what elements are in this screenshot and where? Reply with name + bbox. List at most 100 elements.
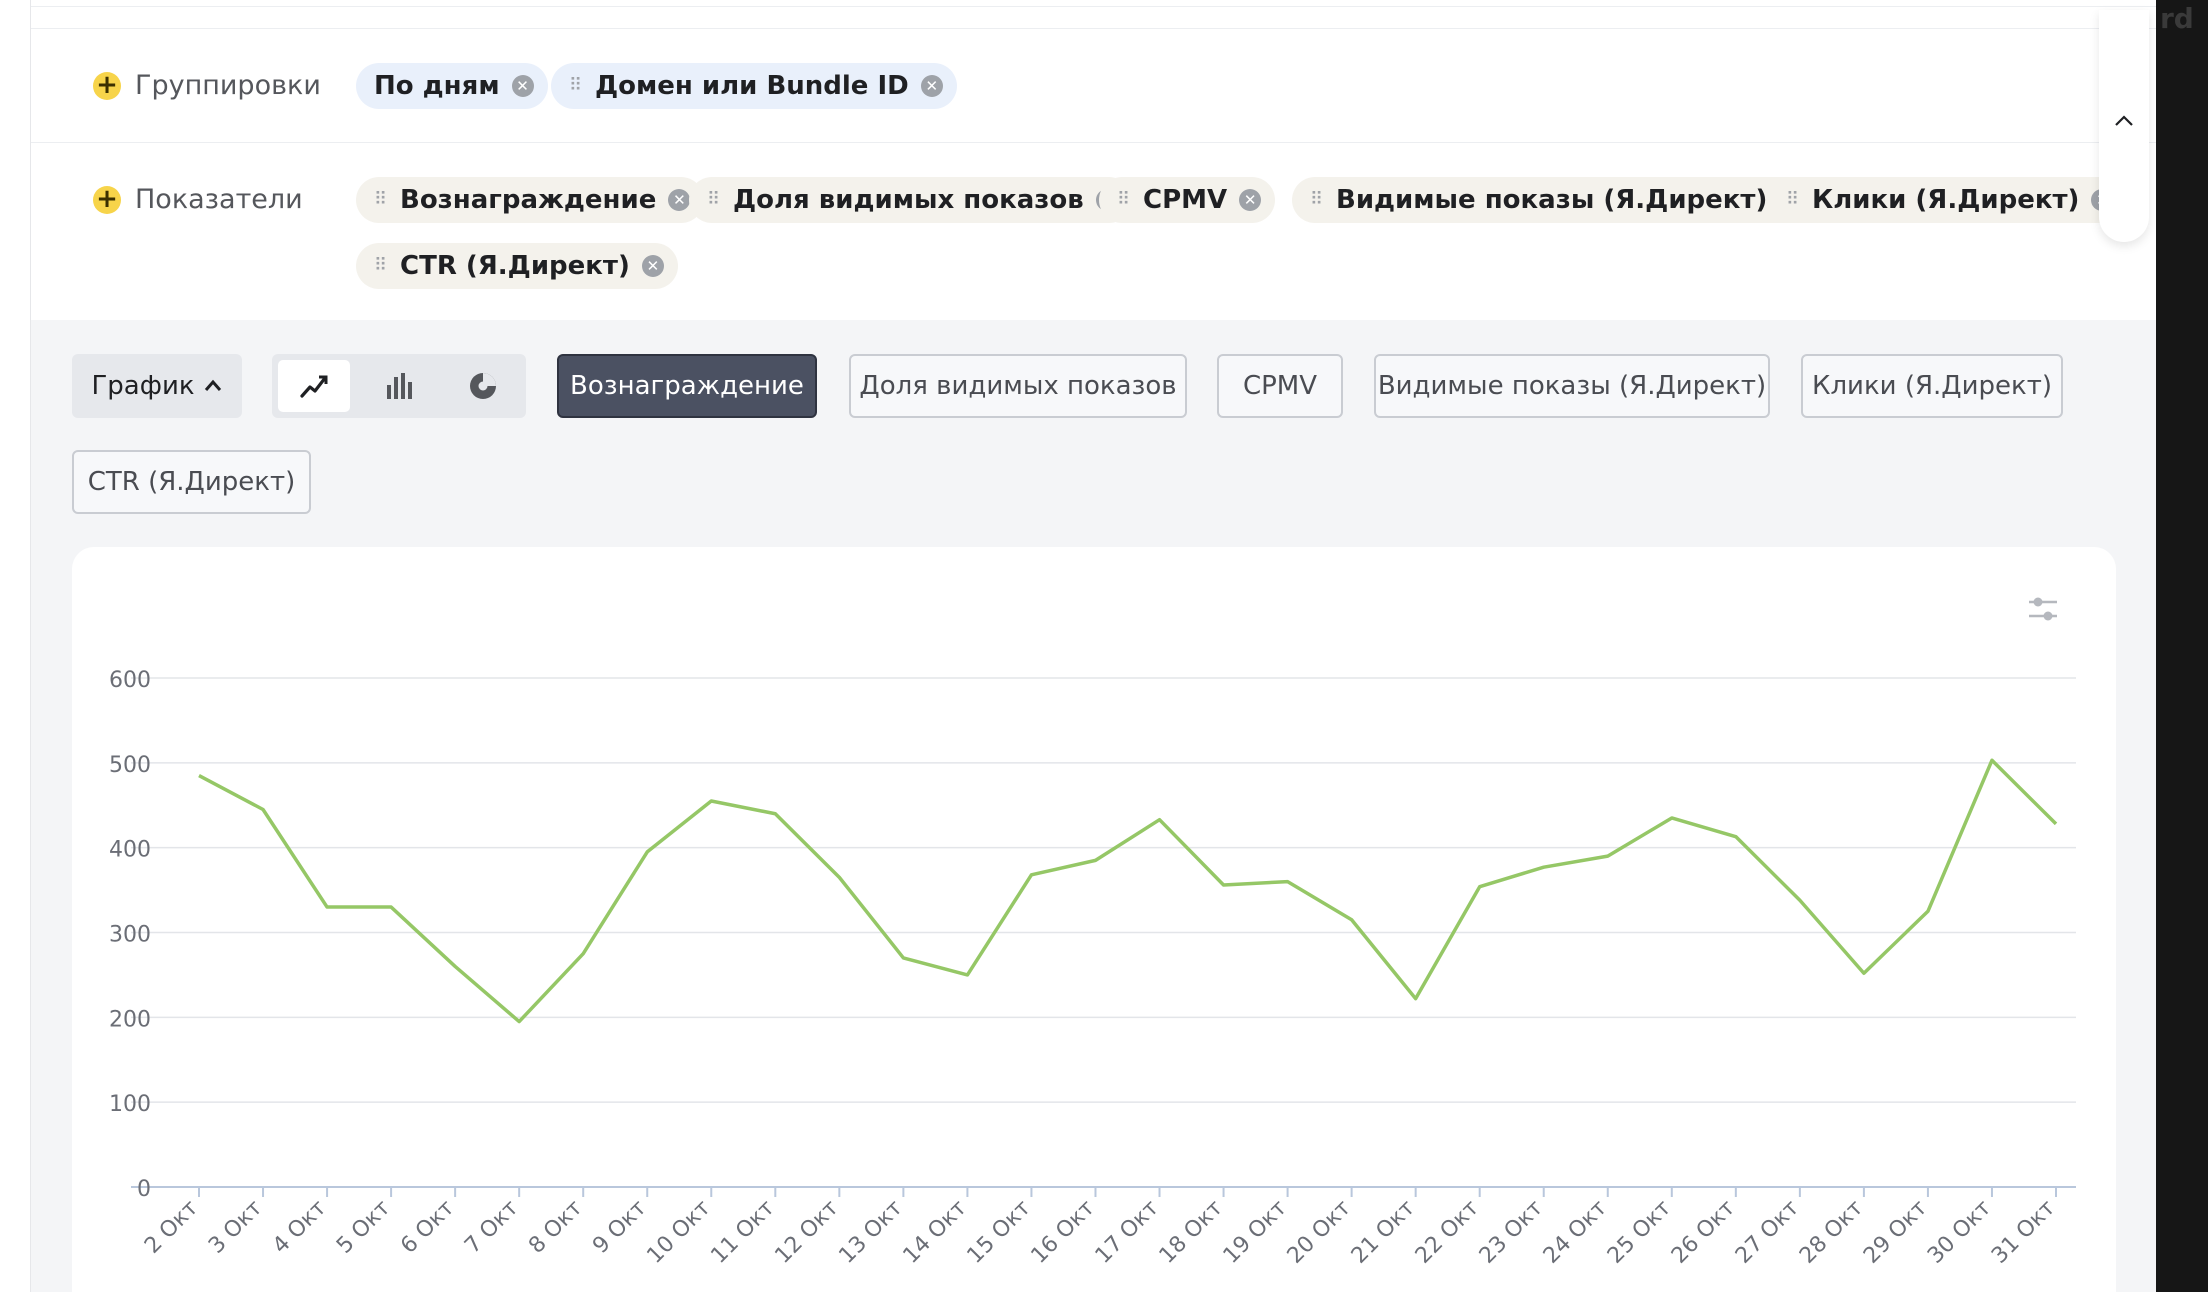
groupings-row-label[interactable]: + Группировки [93, 70, 321, 101]
grouping-chip-label: Домен или Bundle ID [595, 71, 909, 101]
metric-chip-label: Вознаграждение [400, 185, 657, 215]
x-tick-label: 10 Окт [642, 1195, 715, 1268]
collapse-panel-button[interactable] [2099, 10, 2149, 242]
metric-chip-label: Клики (Я.Директ) [1812, 185, 2080, 215]
background-window-text: rd [2160, 2, 2194, 35]
add-metric-icon[interactable]: + [93, 185, 121, 214]
metric-chip-label: CPMV [1143, 185, 1228, 215]
add-grouping-icon[interactable]: + [93, 71, 121, 100]
metric-chip[interactable]: ⠿ Вознаграждение ✕ [356, 177, 705, 223]
metric-toggle-button[interactable]: Вознаграждение [557, 354, 817, 418]
metric-toggle-button[interactable]: Клики (Я.Директ) [1801, 354, 2063, 418]
x-tick-label: 25 Окт [1603, 1195, 1676, 1268]
divider [31, 28, 2156, 29]
x-tick-label: 15 Окт [963, 1195, 1036, 1268]
remove-icon[interactable]: ✕ [920, 75, 943, 97]
y-tick-label: 0 [137, 1177, 151, 1202]
chart-settings-icon[interactable] [2026, 592, 2060, 626]
metric-chip[interactable]: ⠿ Видимые показы (Я.Директ) ✕ [1292, 177, 1816, 223]
x-tick-label: 19 Окт [1219, 1195, 1292, 1268]
drag-handle-icon[interactable]: ⠿ [569, 75, 582, 96]
metric-chip-label: CTR (Я.Директ) [400, 251, 630, 281]
x-tick-label: 31 Окт [1987, 1195, 2060, 1268]
series-line [198, 758, 2058, 1024]
x-tick-label: 21 Окт [1347, 1195, 1420, 1268]
metric-chip[interactable]: ⠿ Доля видимых показов ✕ [689, 177, 1132, 223]
pie-chart-icon [470, 373, 496, 399]
metric-toggle-button[interactable]: Видимые показы (Я.Директ) [1374, 354, 1770, 418]
x-tick-label: 20 Окт [1283, 1195, 1356, 1268]
x-tick-label: 7 Окт [460, 1195, 523, 1258]
report-panel: + Группировки По дням ✕ ⠿ Домен или Bund… [31, 0, 2156, 1292]
y-tick-label: 300 [109, 923, 151, 948]
drag-handle-icon[interactable]: ⠿ [707, 189, 720, 210]
line-chart: 0 100 200 300 400 500 600 2 Окт 3 Окт 4 Окт 5 Окт 6… [109, 668, 2076, 1269]
grouping-chip[interactable]: ⠿ Домен или Bundle ID ✕ [551, 63, 957, 109]
x-tick-label: 12 Окт [770, 1195, 843, 1268]
graph-toggle-button[interactable]: График [72, 354, 242, 418]
y-tick-label: 400 [109, 838, 151, 863]
line-chart-button[interactable] [278, 360, 350, 412]
x-tick-label: 17 Окт [1091, 1195, 1164, 1268]
x-tick-label: 2 Окт [140, 1195, 203, 1258]
metric-chip-label: Доля видимых показов [733, 185, 1084, 215]
remove-icon[interactable]: ✕ [1239, 189, 1262, 211]
x-tick-label: 3 Окт [204, 1195, 267, 1258]
panel-border [30, 0, 31, 1292]
chart-type-switcher [272, 354, 526, 418]
chevron-up-icon [2115, 115, 2133, 126]
x-tick-label: 18 Окт [1155, 1195, 1228, 1268]
grouping-chip-label: По дням [374, 71, 500, 101]
x-tick-label: 14 Окт [899, 1195, 972, 1268]
line-chart-icon [300, 375, 328, 398]
drag-handle-icon[interactable]: ⠿ [1786, 189, 1799, 210]
remove-icon[interactable]: ✕ [511, 75, 534, 97]
metric-chip-label: Видимые показы (Я.Директ) [1336, 185, 1768, 215]
x-tick-label: 11 Окт [706, 1195, 779, 1268]
x-tick-label: 24 Окт [1539, 1195, 1612, 1268]
y-tick-label: 100 [109, 1092, 151, 1117]
divider [31, 142, 2156, 143]
chevron-up-icon [204, 379, 221, 391]
bar-chart-icon [387, 373, 412, 399]
x-tick-label: 28 Окт [1795, 1195, 1868, 1268]
remove-icon[interactable]: ✕ [641, 255, 664, 277]
metric-toggle-button[interactable]: Доля видимых показов [849, 354, 1187, 418]
x-tick-label: 30 Окт [1923, 1195, 1996, 1268]
x-tick-label: 29 Окт [1859, 1195, 1932, 1268]
x-tick-label: 16 Окт [1027, 1195, 1100, 1268]
x-tick-label: 4 Окт [268, 1195, 331, 1258]
x-tick-label: 5 Окт [332, 1195, 395, 1258]
metric-chip[interactable]: ⠿ CTR (Я.Директ) ✕ [356, 243, 678, 289]
metric-chip[interactable]: ⠿ Клики (Я.Директ) ✕ [1768, 177, 2128, 223]
y-tick-label: 600 [109, 668, 151, 693]
x-tick-label: 8 Окт [524, 1195, 587, 1258]
remove-icon[interactable]: ✕ [668, 189, 691, 211]
y-tick-label: 500 [109, 753, 151, 778]
drag-handle-icon[interactable]: ⠿ [1310, 189, 1323, 210]
x-tick-label: 26 Окт [1667, 1195, 1740, 1268]
chart-card [72, 547, 2116, 1292]
x-tick-label: 9 Окт [588, 1195, 651, 1258]
x-tick-label: 22 Окт [1411, 1195, 1484, 1268]
x-tick-label: 6 Окт [396, 1195, 459, 1258]
groupings-label: Группировки [135, 70, 321, 101]
x-tick-label: 23 Окт [1475, 1195, 1548, 1268]
metric-chip[interactable]: ⠿ CPMV ✕ [1099, 177, 1276, 223]
drag-handle-icon[interactable]: ⠿ [374, 255, 387, 276]
drag-handle-icon[interactable]: ⠿ [1117, 189, 1130, 210]
y-tick-label: 200 [109, 1007, 151, 1032]
x-tick-label: 27 Окт [1731, 1195, 1804, 1268]
bar-chart-button[interactable] [363, 360, 435, 412]
background-window [2156, 0, 2208, 1292]
grouping-chip[interactable]: По дням ✕ [356, 63, 548, 109]
pie-chart-button[interactable] [447, 360, 519, 412]
metrics-row-label[interactable]: + Показатели [93, 184, 303, 215]
drag-handle-icon[interactable]: ⠿ [374, 189, 387, 210]
x-tick-label: 13 Окт [834, 1195, 907, 1268]
metric-toggle-button[interactable]: CPMV [1217, 354, 1343, 418]
metric-toggle-button[interactable]: CTR (Я.Директ) [72, 450, 311, 514]
metrics-label: Показатели [135, 184, 303, 215]
graph-toggle-label: График [91, 371, 195, 401]
divider [31, 6, 2156, 7]
